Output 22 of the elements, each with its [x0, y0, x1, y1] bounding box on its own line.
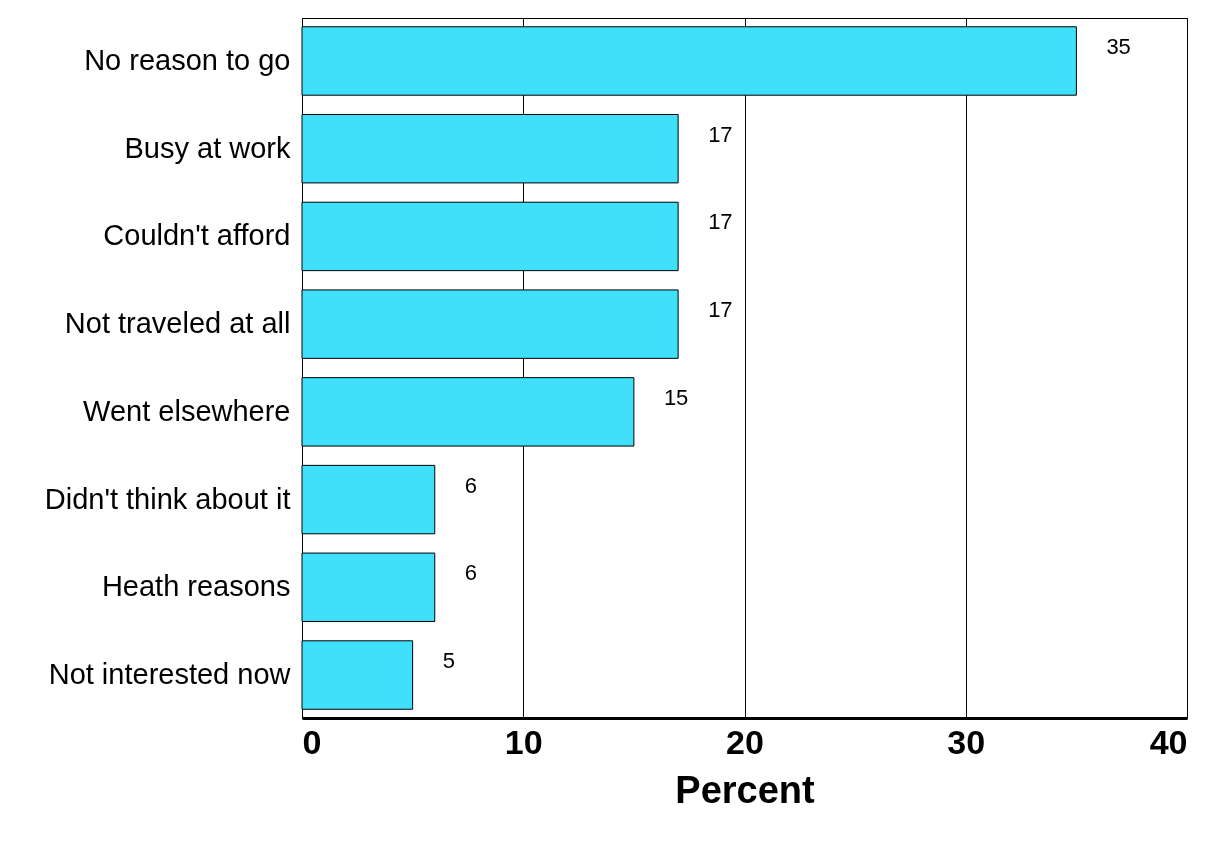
data-label: 15 [663, 384, 689, 410]
x-tick-label: 10 [504, 722, 543, 761]
data-label: 17 [708, 209, 733, 235]
y-tick-label: Couldn't afford [103, 219, 291, 252]
y-tick-label: Heath reasons [101, 570, 291, 603]
x-tick-label: 40 [1149, 722, 1188, 761]
x-tick-label: 30 [947, 722, 986, 761]
y-tick-label: Busy at work [124, 131, 291, 164]
y-tick-label: Not interested now [48, 658, 292, 691]
y-tick-label: No reason to go [84, 43, 291, 76]
y-tick-label: Not traveled at all [64, 307, 291, 340]
y-tick-label: Didn't think about it [44, 482, 291, 515]
data-label: 6 [464, 472, 477, 498]
x-tick-label: 0 [302, 722, 322, 761]
data-label: 6 [464, 560, 477, 586]
x-tick-label: 20 [726, 722, 764, 761]
data-label: 35 [1106, 33, 1131, 59]
data-label: 17 [708, 297, 733, 323]
y-tick-label: Went elsewhere [83, 394, 291, 427]
data-label: 5 [442, 648, 455, 674]
x-axis-title: Percent [675, 768, 816, 811]
data-label: 17 [708, 121, 733, 147]
